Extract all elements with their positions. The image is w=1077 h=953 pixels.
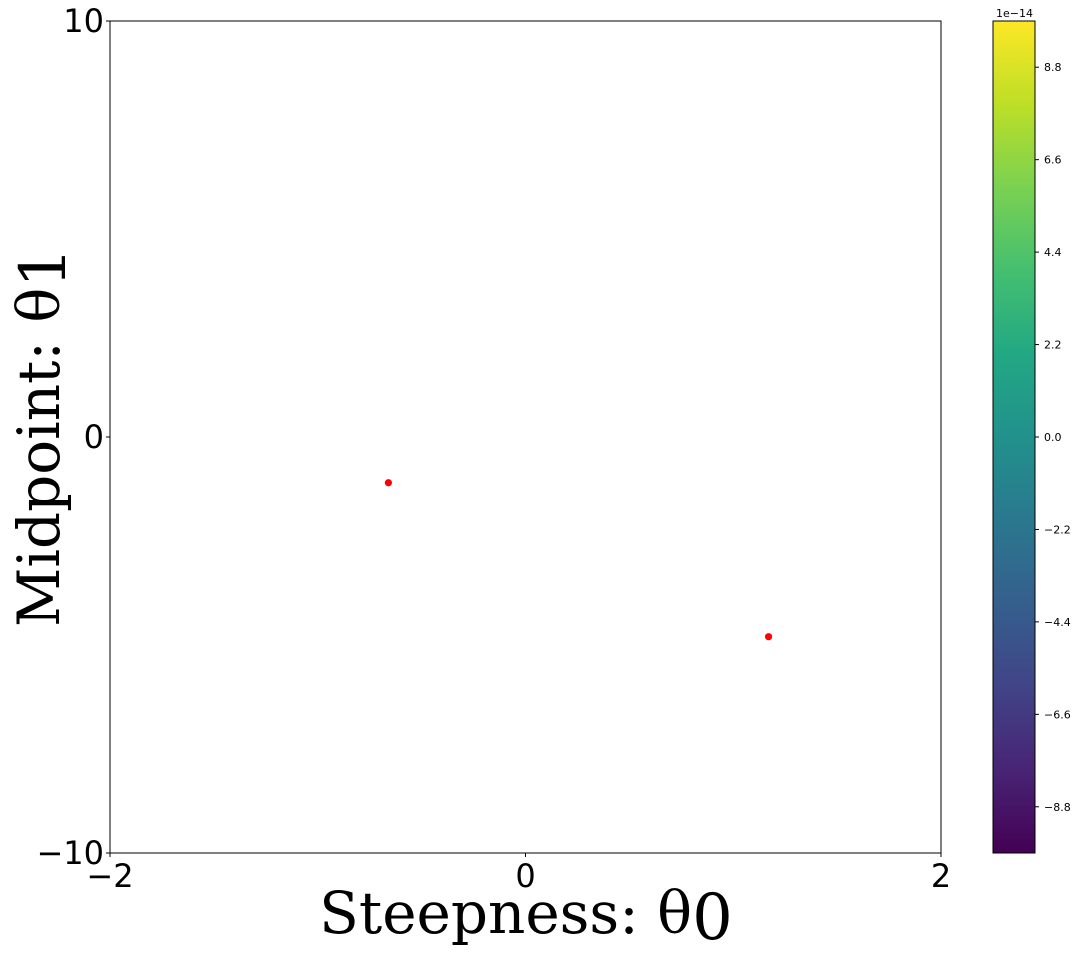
colorbar-tick-label: −8.8 [1044,801,1071,814]
colorbar-tick-label: 0.0 [1044,431,1062,444]
colorbar: 1e−14 8.8 6.6 4.4 2.2 0.0 −2.2 −4.4 −6.6 −8.8 [992,7,1071,854]
x-tick-label: −2 [86,857,133,895]
plot-area: −2 0 2 −10 0 10 [36,2,951,895]
y-ticks: −10 0 10 [36,2,110,872]
x-axis-label: Steepness: θ0 [319,879,733,953]
colorbar-ticks: 8.8 6.6 4.4 2.2 0.0 −2.2 −4.4 −6.6 −8.8 [1035,61,1071,814]
colorbar-tick-label: −4.4 [1044,616,1071,629]
y-axis-label: Midpoint: θ1 [5,247,81,627]
colorbar-tick-label: 8.8 [1044,61,1062,74]
x-tick-label: 0 [515,857,535,895]
x-ticks: −2 0 2 [86,853,951,895]
y-tick-label: 0 [84,418,104,456]
plot-frame [109,20,942,854]
colorbar-tick-label: 4.4 [1044,246,1062,259]
y-tick-label: −10 [36,834,104,872]
scatter-point-1 [764,633,773,641]
colorbar-tick-label: −2.2 [1044,523,1071,536]
colorbar-gradient [992,20,1036,854]
colorbar-scale-label: 1e−14 [996,7,1033,20]
x-tick-label: 2 [931,857,951,895]
colorbar-tick-label: 6.6 [1044,154,1062,167]
colorbar-tick-label: −6.6 [1044,708,1071,721]
scatter-points [384,479,773,641]
colorbar-tick-label: 2.2 [1044,339,1062,352]
y-tick-label: 10 [63,2,104,40]
scatter-point-0 [384,479,392,487]
